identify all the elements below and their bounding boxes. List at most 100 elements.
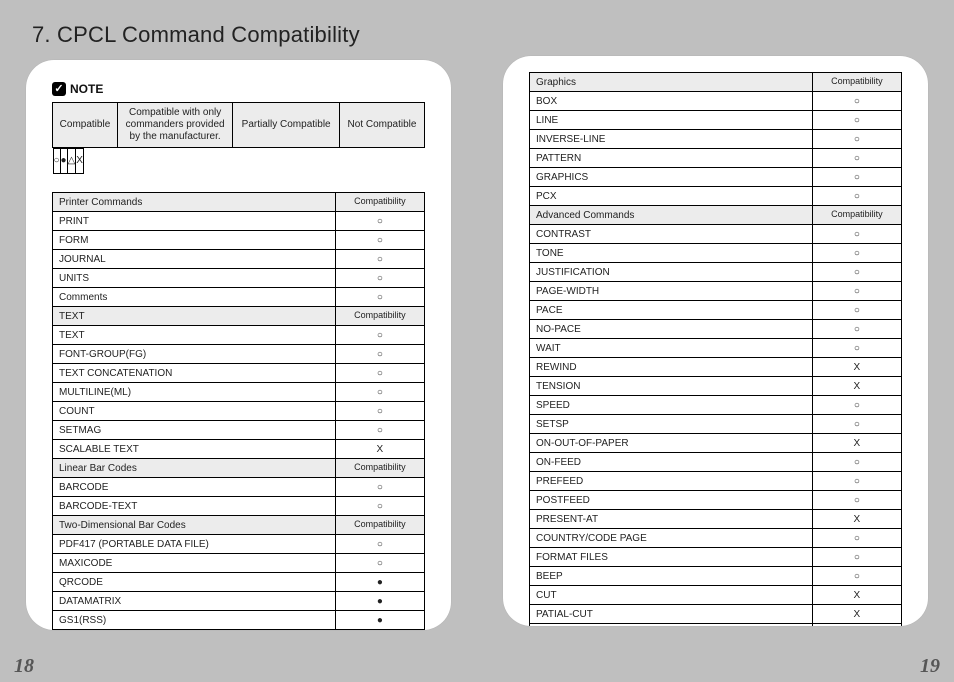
section-header: TEXTCompatibility [53, 307, 425, 326]
command-compat [335, 269, 424, 288]
command-compat [812, 491, 901, 510]
command-compat [812, 263, 901, 282]
legend-sym-dot [61, 156, 67, 166]
legend-h2: Partially Compatible [233, 103, 340, 148]
circle-icon [854, 572, 860, 582]
note-label: ✓ NOTE [52, 82, 425, 96]
command-name: POSTFEED [530, 491, 813, 510]
circle-icon [854, 325, 860, 335]
command-compat [812, 168, 901, 187]
command-compat [335, 573, 424, 592]
circle-icon [854, 477, 860, 487]
command-name: BARCODE-TEXT [53, 497, 336, 516]
command-compat [335, 212, 424, 231]
command-compat [335, 345, 424, 364]
command-compat [335, 554, 424, 573]
command-name: PACE [530, 301, 813, 320]
x-icon [854, 610, 861, 620]
circle-icon [854, 192, 860, 202]
circle-icon [377, 255, 383, 265]
command-name: MAXICODE [53, 554, 336, 573]
circle-icon [377, 369, 383, 379]
command-name: PRESENT-AT [530, 510, 813, 529]
circle-icon [854, 97, 860, 107]
command-compat [812, 187, 901, 206]
circle-icon [377, 426, 383, 436]
table-row: INVERSE-LINE [530, 130, 902, 149]
table-row: PAGE-WIDTH [530, 282, 902, 301]
circle-icon [854, 344, 860, 354]
section-header: GraphicsCompatibility [530, 73, 902, 92]
section-compat-header: Compatibility [812, 73, 901, 92]
table-row: WAIT [530, 339, 902, 358]
command-name: REWIND [530, 358, 813, 377]
circle-icon [377, 293, 383, 303]
command-compat [812, 320, 901, 339]
table-row: MULTILINE(ML) [53, 383, 425, 402]
command-name: PATIAL-CUT [530, 605, 813, 624]
command-name: COUNTRY/CODE PAGE [530, 529, 813, 548]
command-compat [812, 111, 901, 130]
command-name: PRINT [53, 212, 336, 231]
note-text: NOTE [70, 82, 103, 96]
command-compat [335, 592, 424, 611]
circle-icon [854, 154, 860, 164]
command-name: DATAMATRIX [53, 592, 336, 611]
table-row: SETMAG [53, 421, 425, 440]
command-compat [812, 605, 901, 624]
section-name: Graphics [530, 73, 813, 92]
circle-icon [854, 553, 860, 563]
table-row: PRESENT-AT [530, 510, 902, 529]
circle-icon [854, 173, 860, 183]
circle-icon [854, 401, 860, 411]
table-row: PCX [530, 187, 902, 206]
table-row: BARCODE-TEXT [53, 497, 425, 516]
command-name: TONE [530, 244, 813, 263]
x-icon [854, 439, 861, 449]
section-compat-header: Compatibility [335, 193, 424, 212]
command-name: JOURNAL [53, 250, 336, 269]
command-name: COUNT [53, 402, 336, 421]
command-name: PAGE-WIDTH [530, 282, 813, 301]
command-compat [812, 434, 901, 453]
x-icon [854, 363, 861, 373]
table-row: POSTFEED [530, 491, 902, 510]
command-name: BARCODE [53, 478, 336, 497]
command-compat [812, 567, 901, 586]
left-command-table: Printer CommandsCompatibilityPRINTFORMJO… [52, 192, 425, 630]
command-name: PATTERN [530, 149, 813, 168]
command-name: FORMAT FILES [530, 548, 813, 567]
circle-icon [854, 458, 860, 468]
table-row: GRAPHICS [530, 168, 902, 187]
table-row: BEEP [530, 567, 902, 586]
x-icon [854, 515, 861, 525]
x-icon [377, 445, 384, 455]
command-compat [335, 402, 424, 421]
section-header: Printer CommandsCompatibility [53, 193, 425, 212]
table-row: Comments [53, 288, 425, 307]
page-title: 7. CPCL Command Compatibility [32, 22, 451, 48]
table-row: COUNT [53, 402, 425, 421]
table-row: FORMAT FILES [530, 548, 902, 567]
command-name: BEEP [530, 567, 813, 586]
table-row: UNITS [53, 269, 425, 288]
table-row: PRINT [53, 212, 425, 231]
table-row: SCALABLE TEXT [53, 440, 425, 459]
command-name: MULTILINE(ML) [53, 383, 336, 402]
circle-icon [377, 407, 383, 417]
circle-icon [854, 306, 860, 316]
circle-icon [377, 540, 383, 550]
circle-icon [377, 350, 383, 360]
table-row: SETSP [530, 415, 902, 434]
page-number-right: 19 [920, 655, 940, 678]
circle-icon [854, 534, 860, 544]
circle-icon [377, 388, 383, 398]
legend-h0: Compatible [53, 103, 118, 148]
table-row: GS1(RSS) [53, 611, 425, 630]
legend-sym-tri [68, 156, 76, 166]
command-name: FONT-GROUP(FG) [53, 345, 336, 364]
command-compat [335, 326, 424, 345]
command-name: SPEED [530, 396, 813, 415]
command-compat [812, 130, 901, 149]
command-name: JUSTIFICATION [530, 263, 813, 282]
